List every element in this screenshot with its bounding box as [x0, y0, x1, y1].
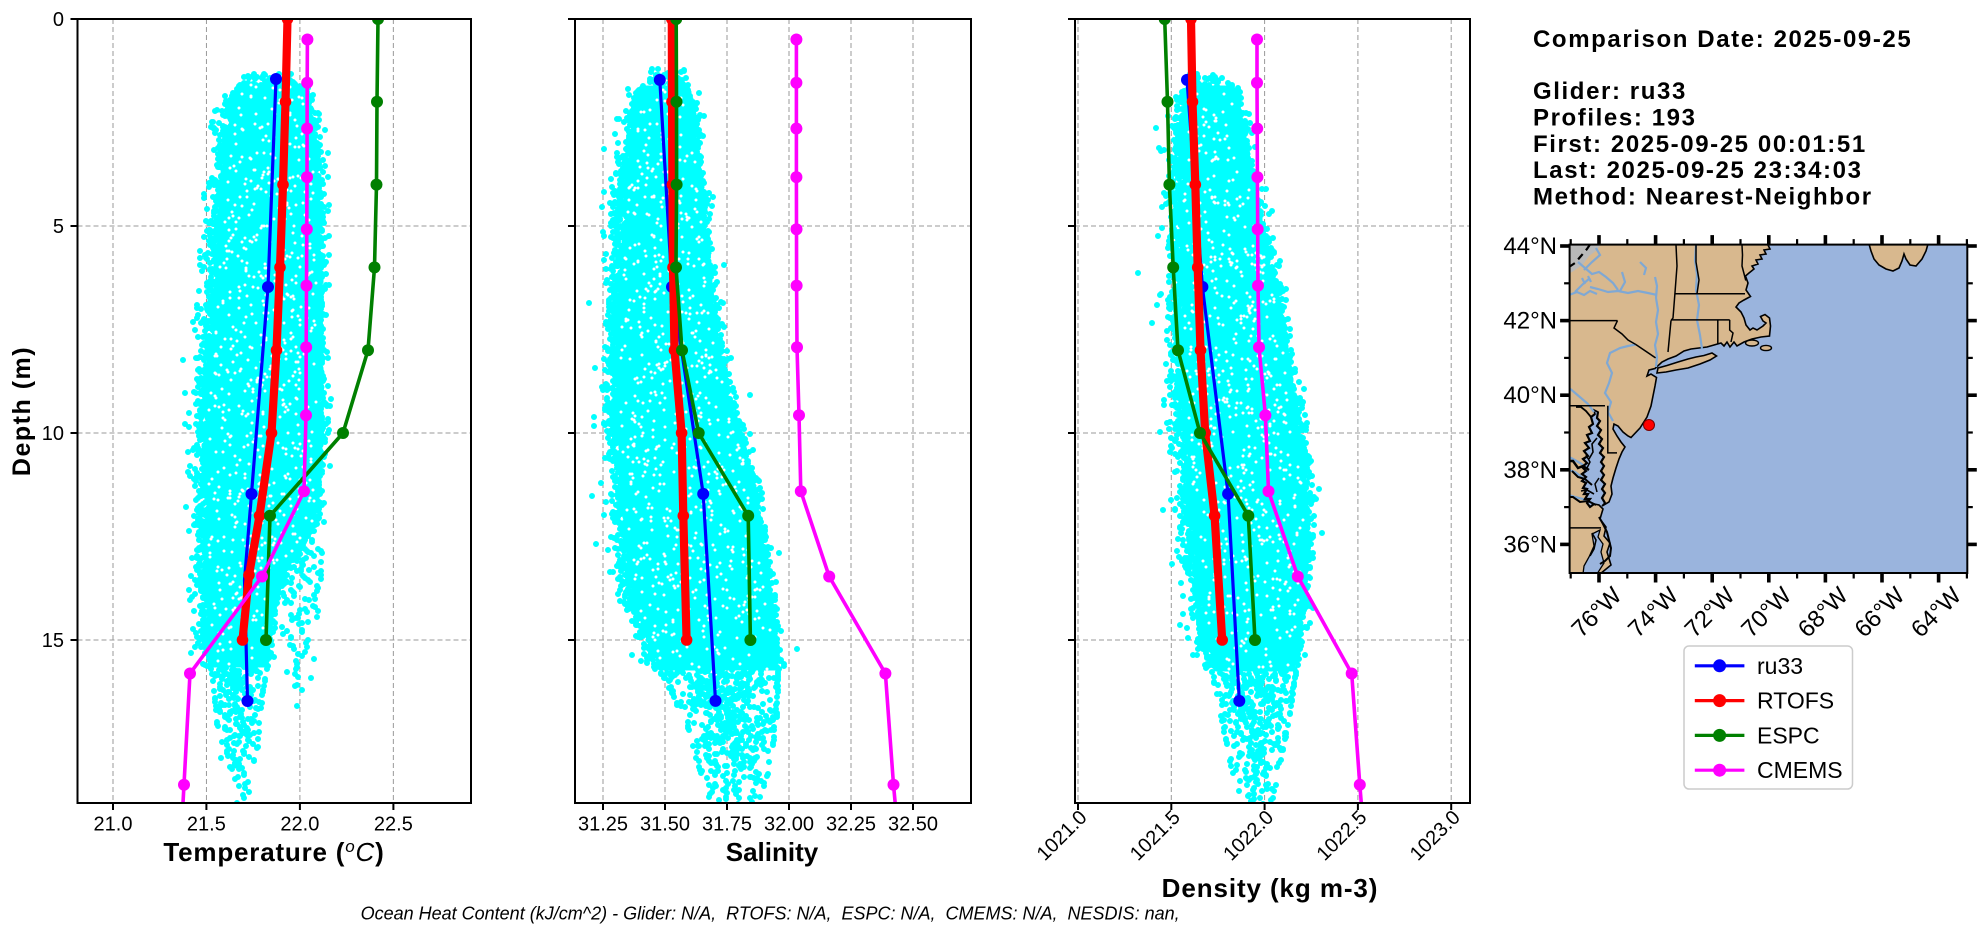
svg-text:32.00: 32.00 [764, 814, 814, 836]
svg-text:31.50: 31.50 [640, 814, 690, 836]
svg-text:Method: Nearest-Neighbor: Method: Nearest-Neighbor [1533, 184, 1873, 211]
svg-text:0: 0 [53, 9, 64, 31]
svg-text:42°N: 42°N [1503, 308, 1557, 335]
svg-text:Density (kg m-3): Density (kg m-3) [1162, 873, 1379, 903]
svg-text:15: 15 [42, 630, 64, 652]
svg-text:31.75: 31.75 [702, 814, 752, 836]
svg-text:44°N: 44°N [1503, 233, 1557, 260]
svg-text:31.25: 31.25 [578, 814, 628, 836]
svg-text:First: 2025-09-25 00:01:51: First: 2025-09-25 00:01:51 [1533, 131, 1867, 158]
svg-text:36°N: 36°N [1503, 531, 1557, 558]
svg-text:CMEMS: CMEMS [1757, 757, 1843, 783]
svg-text:Salinity: Salinity [726, 837, 819, 867]
svg-text:ru33: ru33 [1757, 653, 1803, 679]
svg-text:Comparison Date: 2025-09-25: Comparison Date: 2025-09-25 [1533, 26, 1912, 53]
svg-text:RTOFS: RTOFS [1757, 688, 1834, 714]
svg-text:32.50: 32.50 [888, 814, 938, 836]
svg-text:Glider: ru33: Glider: ru33 [1533, 78, 1687, 105]
svg-text:Profiles: 193: Profiles: 193 [1533, 104, 1697, 131]
svg-text:Depth (m): Depth (m) [8, 346, 36, 476]
svg-text:5: 5 [53, 216, 64, 238]
svg-text:Last: 2025-09-25 23:34:03: Last: 2025-09-25 23:34:03 [1533, 157, 1863, 184]
svg-text:ESPC: ESPC [1757, 722, 1820, 748]
svg-text:Ocean Heat Content (kJ/cm^2) -: Ocean Heat Content (kJ/cm^2) - Glider: N… [361, 903, 1180, 923]
svg-text:40°N: 40°N [1503, 382, 1557, 409]
svg-text:22.0: 22.0 [280, 814, 319, 836]
svg-text:38°N: 38°N [1503, 457, 1557, 484]
svg-text:22.5: 22.5 [374, 814, 413, 836]
svg-text:32.25: 32.25 [826, 814, 876, 836]
svg-text:21.5: 21.5 [187, 814, 226, 836]
svg-text:21.0: 21.0 [94, 814, 133, 836]
svg-text:10: 10 [42, 423, 64, 445]
